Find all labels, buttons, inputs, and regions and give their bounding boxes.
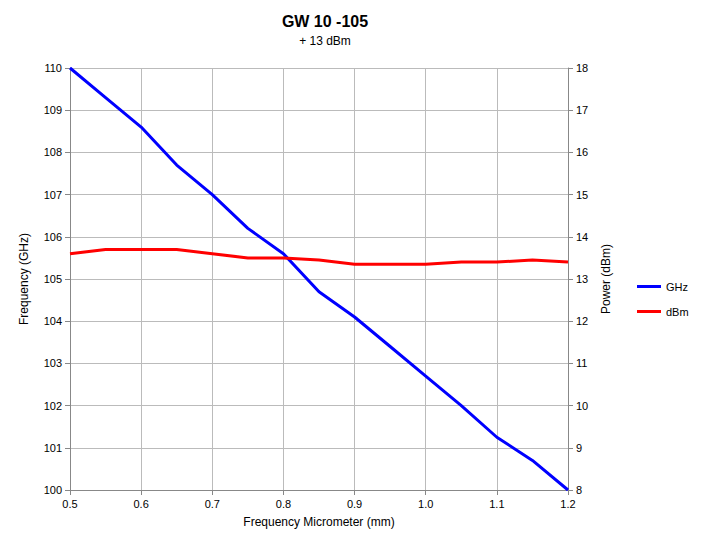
svg-text:0.6: 0.6 — [133, 498, 148, 510]
svg-text:GW 10 -105: GW 10 -105 — [282, 13, 368, 30]
svg-text:17: 17 — [576, 104, 588, 116]
svg-text:13: 13 — [576, 273, 588, 285]
svg-text:1.0: 1.0 — [418, 498, 433, 510]
svg-text:18: 18 — [576, 62, 588, 74]
svg-text:11: 11 — [576, 357, 587, 369]
svg-text:101: 101 — [44, 442, 62, 454]
svg-text:8: 8 — [576, 484, 582, 496]
svg-text:103: 103 — [44, 357, 62, 369]
svg-text:Power (dBm): Power (dBm) — [599, 244, 613, 314]
svg-text:0.9: 0.9 — [347, 498, 362, 510]
svg-text:102: 102 — [44, 400, 62, 412]
svg-text:dBm: dBm — [666, 306, 689, 318]
svg-text:0.5: 0.5 — [62, 498, 77, 510]
svg-text:GHz: GHz — [666, 281, 688, 293]
svg-text:Frequency (GHz): Frequency (GHz) — [17, 233, 31, 325]
svg-text:1.1: 1.1 — [489, 498, 504, 510]
svg-text:104: 104 — [44, 315, 62, 327]
svg-text:14: 14 — [576, 231, 588, 243]
svg-text:105: 105 — [44, 273, 62, 285]
svg-text:16: 16 — [576, 146, 588, 158]
svg-text:1.2: 1.2 — [560, 498, 575, 510]
svg-text:100: 100 — [44, 484, 62, 496]
svg-text:107: 107 — [44, 189, 62, 201]
svg-text:110: 110 — [44, 62, 62, 74]
svg-text:0.8: 0.8 — [276, 498, 291, 510]
svg-text:Frequency Micrometer (mm): Frequency Micrometer (mm) — [243, 515, 394, 529]
svg-text:15: 15 — [576, 189, 588, 201]
svg-text:10: 10 — [576, 400, 588, 412]
svg-text:108: 108 — [44, 146, 62, 158]
svg-text:109: 109 — [44, 104, 62, 116]
svg-text:+ 13 dBm: + 13 dBm — [299, 34, 351, 48]
svg-text:0.7: 0.7 — [205, 498, 220, 510]
svg-text:106: 106 — [44, 231, 62, 243]
svg-text:9: 9 — [576, 442, 582, 454]
svg-text:12: 12 — [576, 315, 588, 327]
